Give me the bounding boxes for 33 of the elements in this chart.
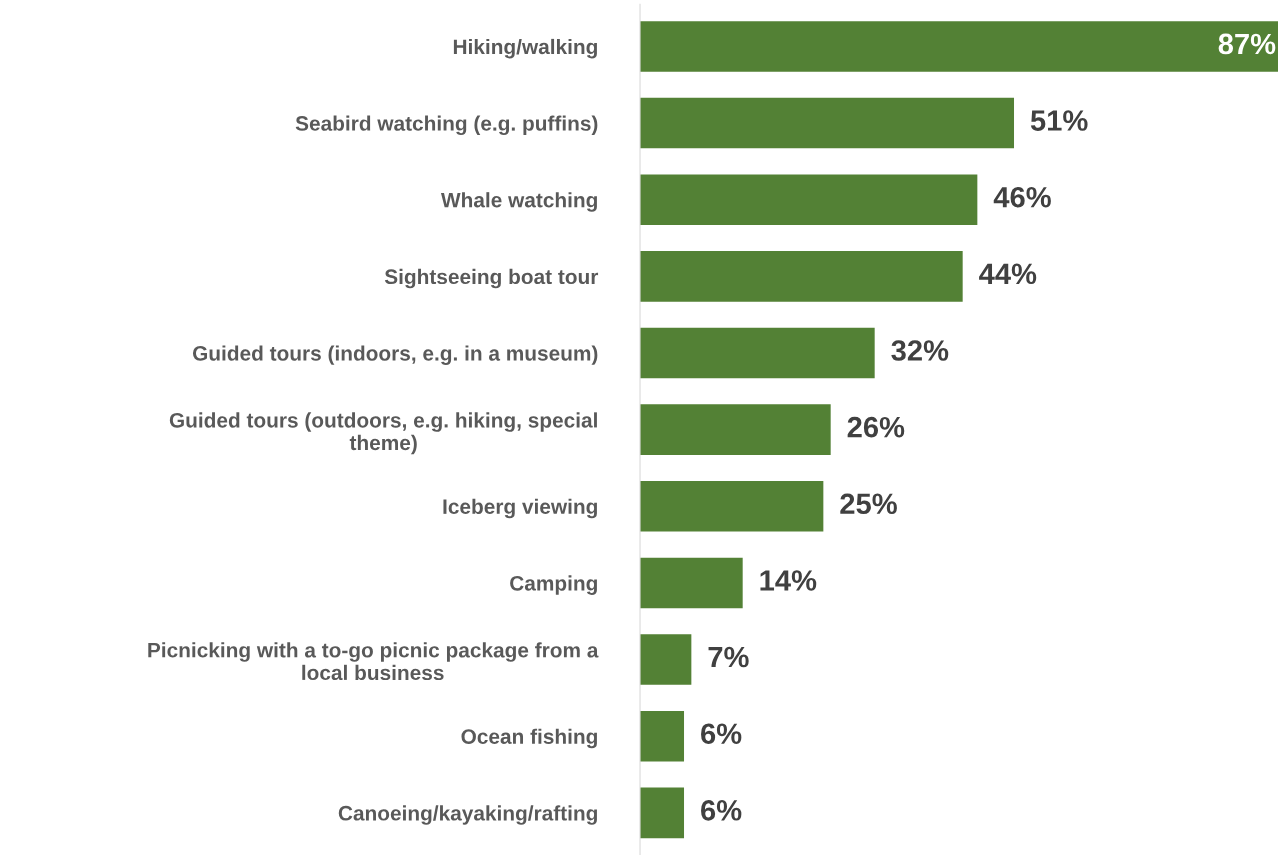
bar	[640, 634, 692, 685]
y-tick-label: Whale watching	[440, 192, 597, 212]
data-label: 32%	[891, 340, 949, 361]
bar	[640, 97, 1015, 149]
data-label: 87%	[1218, 33, 1276, 55]
y-tick-label: Camping	[510, 575, 597, 595]
bar	[640, 710, 685, 762]
bar	[640, 327, 875, 379]
data-label: 7%	[708, 646, 749, 668]
data-label: 6%	[701, 723, 742, 745]
bar	[640, 480, 824, 532]
y-tick-label: Picnicking with a to-go picnic package from a local business	[148, 642, 599, 681]
data-label: 51%	[1030, 110, 1088, 131]
y-tick-label: Ocean fishing	[461, 728, 597, 749]
y-tick-label: Guided tours (indoors, e.g. in a museum)	[192, 345, 598, 365]
bar	[640, 174, 978, 225]
bar	[640, 21, 1278, 72]
bar	[640, 251, 963, 302]
y-tick-label: Guided tours (outdoors, e.g. hiking, special theme)	[169, 412, 597, 455]
data-label: 25%	[840, 493, 897, 515]
data-label: 46%	[993, 186, 1051, 208]
data-label: 44%	[979, 263, 1037, 285]
y-tick-label: Hiking/walking	[453, 38, 597, 59]
bar	[640, 404, 831, 455]
data-label: 14%	[760, 570, 817, 591]
y-tick-label: Canoeing/kayaking/rafting	[338, 805, 597, 825]
data-label: 6%	[701, 800, 742, 821]
bar	[640, 787, 685, 839]
y-tick-label: Seabird watching (e.g. puffins)	[295, 115, 598, 136]
y-tick-label: Iceberg viewing	[443, 498, 597, 519]
y-tick-label: Sightseeing boat tour	[384, 268, 599, 289]
data-label: 26%	[847, 416, 905, 438]
bar	[640, 557, 743, 609]
